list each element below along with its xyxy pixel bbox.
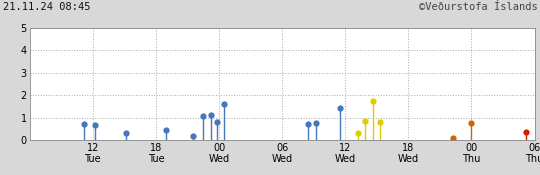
Text: ©Veðurstofa Íslands: ©Veðurstofa Íslands (418, 2, 537, 12)
Text: 21.11.24 08:45: 21.11.24 08:45 (3, 2, 90, 12)
